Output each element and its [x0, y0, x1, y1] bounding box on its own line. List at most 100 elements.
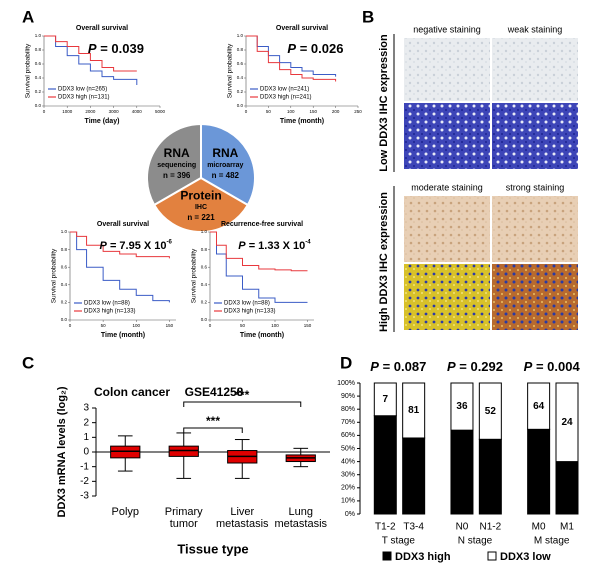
y-axis-label: DDX3 mRNA levels (log₂)	[56, 386, 68, 517]
ihc-image	[404, 38, 490, 101]
x-tick-label: Liver metastasis	[215, 506, 269, 530]
y-tick-label: 0.4	[61, 282, 68, 287]
bar-value-label: 52	[485, 406, 497, 417]
y-tick-label: 90%	[341, 393, 355, 400]
legend-label: DDX3 low (n=88)	[84, 301, 130, 307]
ihc-image	[404, 196, 490, 262]
survival-curve	[210, 231, 308, 272]
y-tick-label: 3	[83, 403, 89, 414]
bar-segment	[402, 382, 426, 439]
p-text: = 0.026	[300, 41, 344, 56]
legend-label: DDX3 low	[500, 551, 551, 563]
ihc-image	[404, 264, 490, 330]
x-tick-label: N0	[456, 522, 469, 533]
x-tick-label: M1	[560, 522, 574, 533]
survival-curve	[210, 231, 308, 303]
km-plot: Overall survival 0.0 0.2 0.4 0.6 0.8 1.0 0 50 100…	[51, 221, 176, 339]
slice-subtitle: IHC	[195, 204, 207, 211]
y-tick-label: 0.4	[201, 282, 208, 287]
significance-bracket	[183, 427, 243, 433]
y-tick-label: 0.0	[35, 103, 42, 108]
x-tick-label: 0	[43, 109, 46, 114]
x-tick-label: Liver metastasis	[215, 506, 269, 530]
x-tick-label: Primary tumor	[164, 506, 203, 530]
x-tick-label: 50	[266, 109, 272, 114]
p-symbol: P	[370, 359, 379, 374]
bar-value-label: 7	[383, 394, 389, 405]
x-tick-label: M0	[532, 522, 546, 533]
x-tick-label: Polyp	[111, 506, 140, 518]
y-tick-label: 1.0	[201, 229, 208, 234]
survival-curve	[246, 35, 337, 82]
x-tick-label: N1-2	[479, 522, 501, 533]
x-tick-label: 3000	[109, 109, 120, 114]
legend-label: DDX3 high (n=133)	[224, 309, 276, 315]
bar-value-label: 21	[380, 460, 392, 471]
y-tick-label: 1.0	[237, 33, 244, 38]
y-tick-label: 0.8	[237, 47, 244, 52]
legend-label: DDX3 high	[395, 551, 451, 563]
bar-segment	[373, 382, 397, 417]
x-tick-label: T3-4	[403, 522, 424, 533]
y-tick-label: -2	[80, 476, 89, 487]
y-tick-label: 80%	[341, 406, 355, 413]
slice-subtitle: microarray	[207, 162, 243, 169]
x-tick-label: 100	[287, 109, 295, 114]
legend-swatch	[382, 551, 392, 561]
p-value: P = 0.039	[88, 41, 144, 56]
plot-title: Overall survival	[97, 221, 149, 228]
y-tick-label: 0.2	[61, 300, 68, 305]
p-symbol: P	[524, 359, 533, 374]
y-tick-label: 0.8	[61, 247, 68, 252]
y-tick-label: 0.2	[237, 89, 244, 94]
plot-title: Recurrence-free survival	[221, 221, 303, 228]
x-tick-label: 50	[101, 323, 107, 328]
x-tick-label: Lung metastasis	[274, 506, 327, 530]
y-tick-label: 0.8	[35, 47, 42, 52]
x-tick-label: 5000	[155, 109, 166, 114]
slice-title: RNA	[164, 146, 190, 160]
km-plot: Recurrence-free survival 0.0 0.2 0.4 0.6 0.8 1…	[191, 221, 314, 339]
y-tick-label: 60%	[341, 432, 355, 439]
significance-bracket	[183, 401, 302, 407]
x-tick-label: Primary tumor	[164, 506, 203, 530]
y-tick-label: 0.0	[201, 317, 208, 322]
y-tick-label: 1	[83, 432, 89, 443]
panel-label: C	[22, 353, 34, 372]
legend-swatch	[487, 551, 497, 561]
y-tick-label: 20%	[341, 485, 355, 492]
p-exponent: -6	[167, 239, 173, 245]
bar-value-label: 112	[406, 471, 423, 482]
slice-title: RNA	[212, 146, 238, 160]
column-title: negative staining	[413, 24, 481, 34]
column-title: weak staining	[507, 24, 563, 34]
y-tick-label: 1.0	[61, 229, 68, 234]
ihc-image	[492, 264, 578, 330]
plot-title: Overall survival	[76, 25, 128, 32]
slice-count: n = 396	[163, 171, 191, 180]
p-symbol: P	[238, 240, 246, 252]
x-tick-label: Polyp	[111, 506, 140, 518]
x-axis-label: Time (month)	[240, 332, 284, 339]
source-pie: RNA sequencing n = 396 RNA microarray n = 482…	[146, 122, 256, 233]
x-tick-label: 100	[271, 323, 279, 328]
y-tick-label: 0.0	[61, 317, 68, 322]
plot-title: Overall survival	[276, 25, 328, 32]
panel-label: B	[362, 7, 374, 26]
bar-segment	[450, 382, 474, 431]
p-text: = 1.33 X 10	[249, 240, 306, 252]
x-tick-label: 0	[209, 323, 212, 328]
ihc-image	[492, 196, 578, 262]
y-axis-label: Survival probability	[191, 248, 198, 303]
bar-value-label: 117	[531, 466, 548, 477]
y-tick-label: 0%	[345, 511, 355, 518]
group-label: M stage	[534, 536, 570, 547]
y-tick-label: 30%	[341, 472, 355, 479]
p-symbol: P	[287, 41, 296, 56]
x-tick-label: 150	[304, 323, 312, 328]
y-tick-label: 0.6	[201, 264, 208, 269]
x-tick-label: 50	[240, 323, 246, 328]
y-tick-label: 0.4	[237, 75, 244, 80]
box-plot: Colon cancer GSE41258 -3 -2 -1 0 1 2 3 DDX3 mRNA …	[56, 385, 330, 556]
